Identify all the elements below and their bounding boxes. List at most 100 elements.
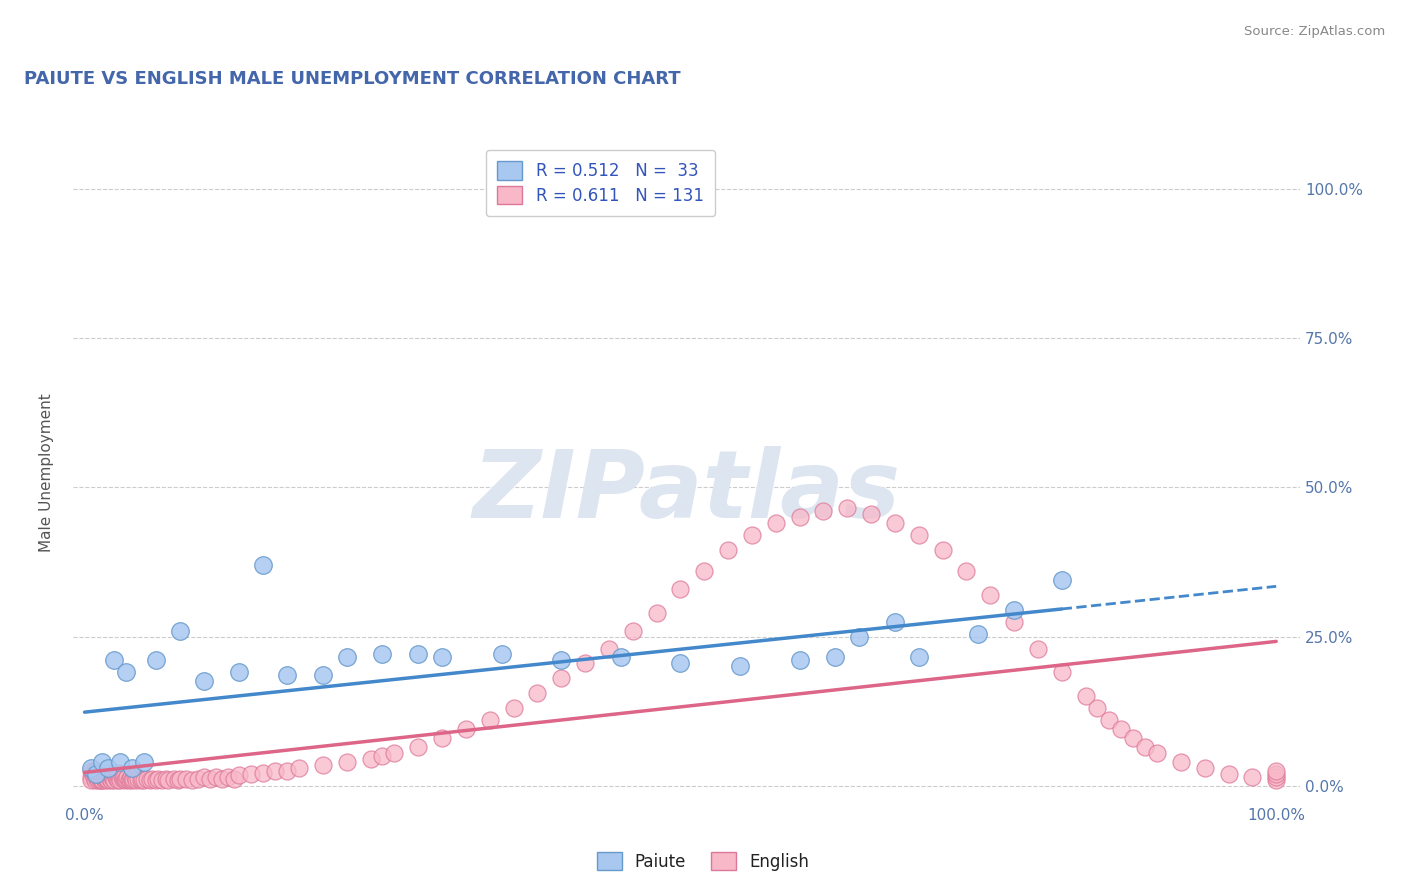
Point bbox=[454, 722, 477, 736]
Point bbox=[848, 630, 870, 644]
Legend: R = 0.512   N =  33, R = 0.611   N = 131: R = 0.512 N = 33, R = 0.611 N = 131 bbox=[485, 150, 716, 216]
Point bbox=[86, 766, 108, 780]
Point bbox=[187, 772, 209, 786]
Point bbox=[118, 772, 141, 786]
Point bbox=[610, 650, 633, 665]
Point bbox=[228, 768, 250, 782]
Point bbox=[91, 772, 114, 787]
Point bbox=[824, 650, 846, 665]
Point bbox=[104, 770, 127, 784]
Point bbox=[669, 582, 692, 596]
Point bbox=[141, 772, 163, 786]
Point bbox=[83, 770, 105, 784]
Point bbox=[252, 765, 274, 780]
Point bbox=[114, 772, 136, 787]
Point bbox=[430, 731, 453, 745]
Point bbox=[148, 772, 170, 786]
Point bbox=[204, 770, 226, 784]
Point bbox=[86, 770, 108, 784]
Point bbox=[1133, 739, 1156, 754]
Point bbox=[1122, 731, 1144, 745]
Point bbox=[789, 510, 811, 524]
Point bbox=[360, 752, 382, 766]
Point bbox=[837, 501, 859, 516]
Point bbox=[174, 772, 197, 786]
Point bbox=[1002, 615, 1025, 629]
Point bbox=[169, 772, 191, 786]
Point bbox=[84, 772, 107, 787]
Point bbox=[93, 772, 115, 786]
Point bbox=[166, 772, 188, 787]
Point bbox=[156, 772, 179, 787]
Point bbox=[1265, 764, 1288, 778]
Point bbox=[107, 765, 129, 780]
Point bbox=[86, 766, 108, 780]
Point bbox=[118, 772, 141, 787]
Point bbox=[112, 770, 135, 784]
Point bbox=[79, 764, 101, 778]
Point bbox=[252, 558, 274, 572]
Point bbox=[669, 657, 692, 671]
Point bbox=[883, 615, 905, 629]
Point bbox=[336, 755, 359, 769]
Point bbox=[97, 772, 120, 787]
Point bbox=[406, 739, 429, 754]
Point bbox=[1098, 713, 1121, 727]
Point bbox=[728, 659, 751, 673]
Point bbox=[1074, 690, 1097, 704]
Point bbox=[117, 770, 139, 784]
Point bbox=[1218, 766, 1240, 780]
Point bbox=[1050, 665, 1073, 680]
Point bbox=[645, 606, 668, 620]
Point bbox=[124, 770, 146, 784]
Point bbox=[1026, 641, 1049, 656]
Point bbox=[103, 653, 125, 667]
Point bbox=[96, 772, 118, 786]
Point bbox=[83, 764, 105, 778]
Point bbox=[1241, 770, 1264, 784]
Point bbox=[86, 772, 108, 787]
Point bbox=[97, 766, 120, 780]
Point bbox=[89, 772, 111, 787]
Point bbox=[134, 755, 156, 769]
Text: Source: ZipAtlas.com: Source: ZipAtlas.com bbox=[1244, 25, 1385, 38]
Point bbox=[860, 508, 883, 522]
Point bbox=[789, 653, 811, 667]
Point bbox=[103, 765, 125, 780]
Point bbox=[312, 757, 335, 772]
Point bbox=[371, 748, 394, 763]
Point bbox=[430, 650, 453, 665]
Point bbox=[967, 626, 990, 640]
Text: PAIUTE VS ENGLISH MALE UNEMPLOYMENT CORRELATION CHART: PAIUTE VS ENGLISH MALE UNEMPLOYMENT CORR… bbox=[24, 70, 681, 88]
Point bbox=[101, 770, 124, 784]
Point bbox=[100, 766, 122, 780]
Point bbox=[222, 772, 245, 786]
Point bbox=[526, 686, 548, 700]
Point bbox=[145, 772, 167, 787]
Point bbox=[98, 772, 121, 786]
Y-axis label: Male Unemployment: Male Unemployment bbox=[39, 393, 53, 552]
Point bbox=[145, 653, 167, 667]
Point bbox=[550, 653, 572, 667]
Point bbox=[111, 772, 134, 786]
Point bbox=[198, 772, 221, 786]
Point bbox=[122, 772, 145, 786]
Point bbox=[228, 665, 250, 680]
Point bbox=[813, 504, 835, 518]
Point bbox=[336, 650, 359, 665]
Point bbox=[1109, 722, 1132, 736]
Point bbox=[110, 772, 132, 787]
Point bbox=[115, 772, 138, 786]
Point bbox=[1050, 573, 1073, 587]
Point bbox=[598, 641, 620, 656]
Point bbox=[1170, 755, 1192, 769]
Text: ZIPatlas: ZIPatlas bbox=[472, 446, 900, 539]
Point bbox=[125, 772, 148, 787]
Point bbox=[1265, 766, 1288, 780]
Point bbox=[91, 768, 114, 782]
Point bbox=[276, 668, 298, 682]
Point bbox=[371, 648, 394, 662]
Point bbox=[93, 766, 115, 780]
Point bbox=[312, 668, 335, 682]
Point bbox=[384, 746, 406, 760]
